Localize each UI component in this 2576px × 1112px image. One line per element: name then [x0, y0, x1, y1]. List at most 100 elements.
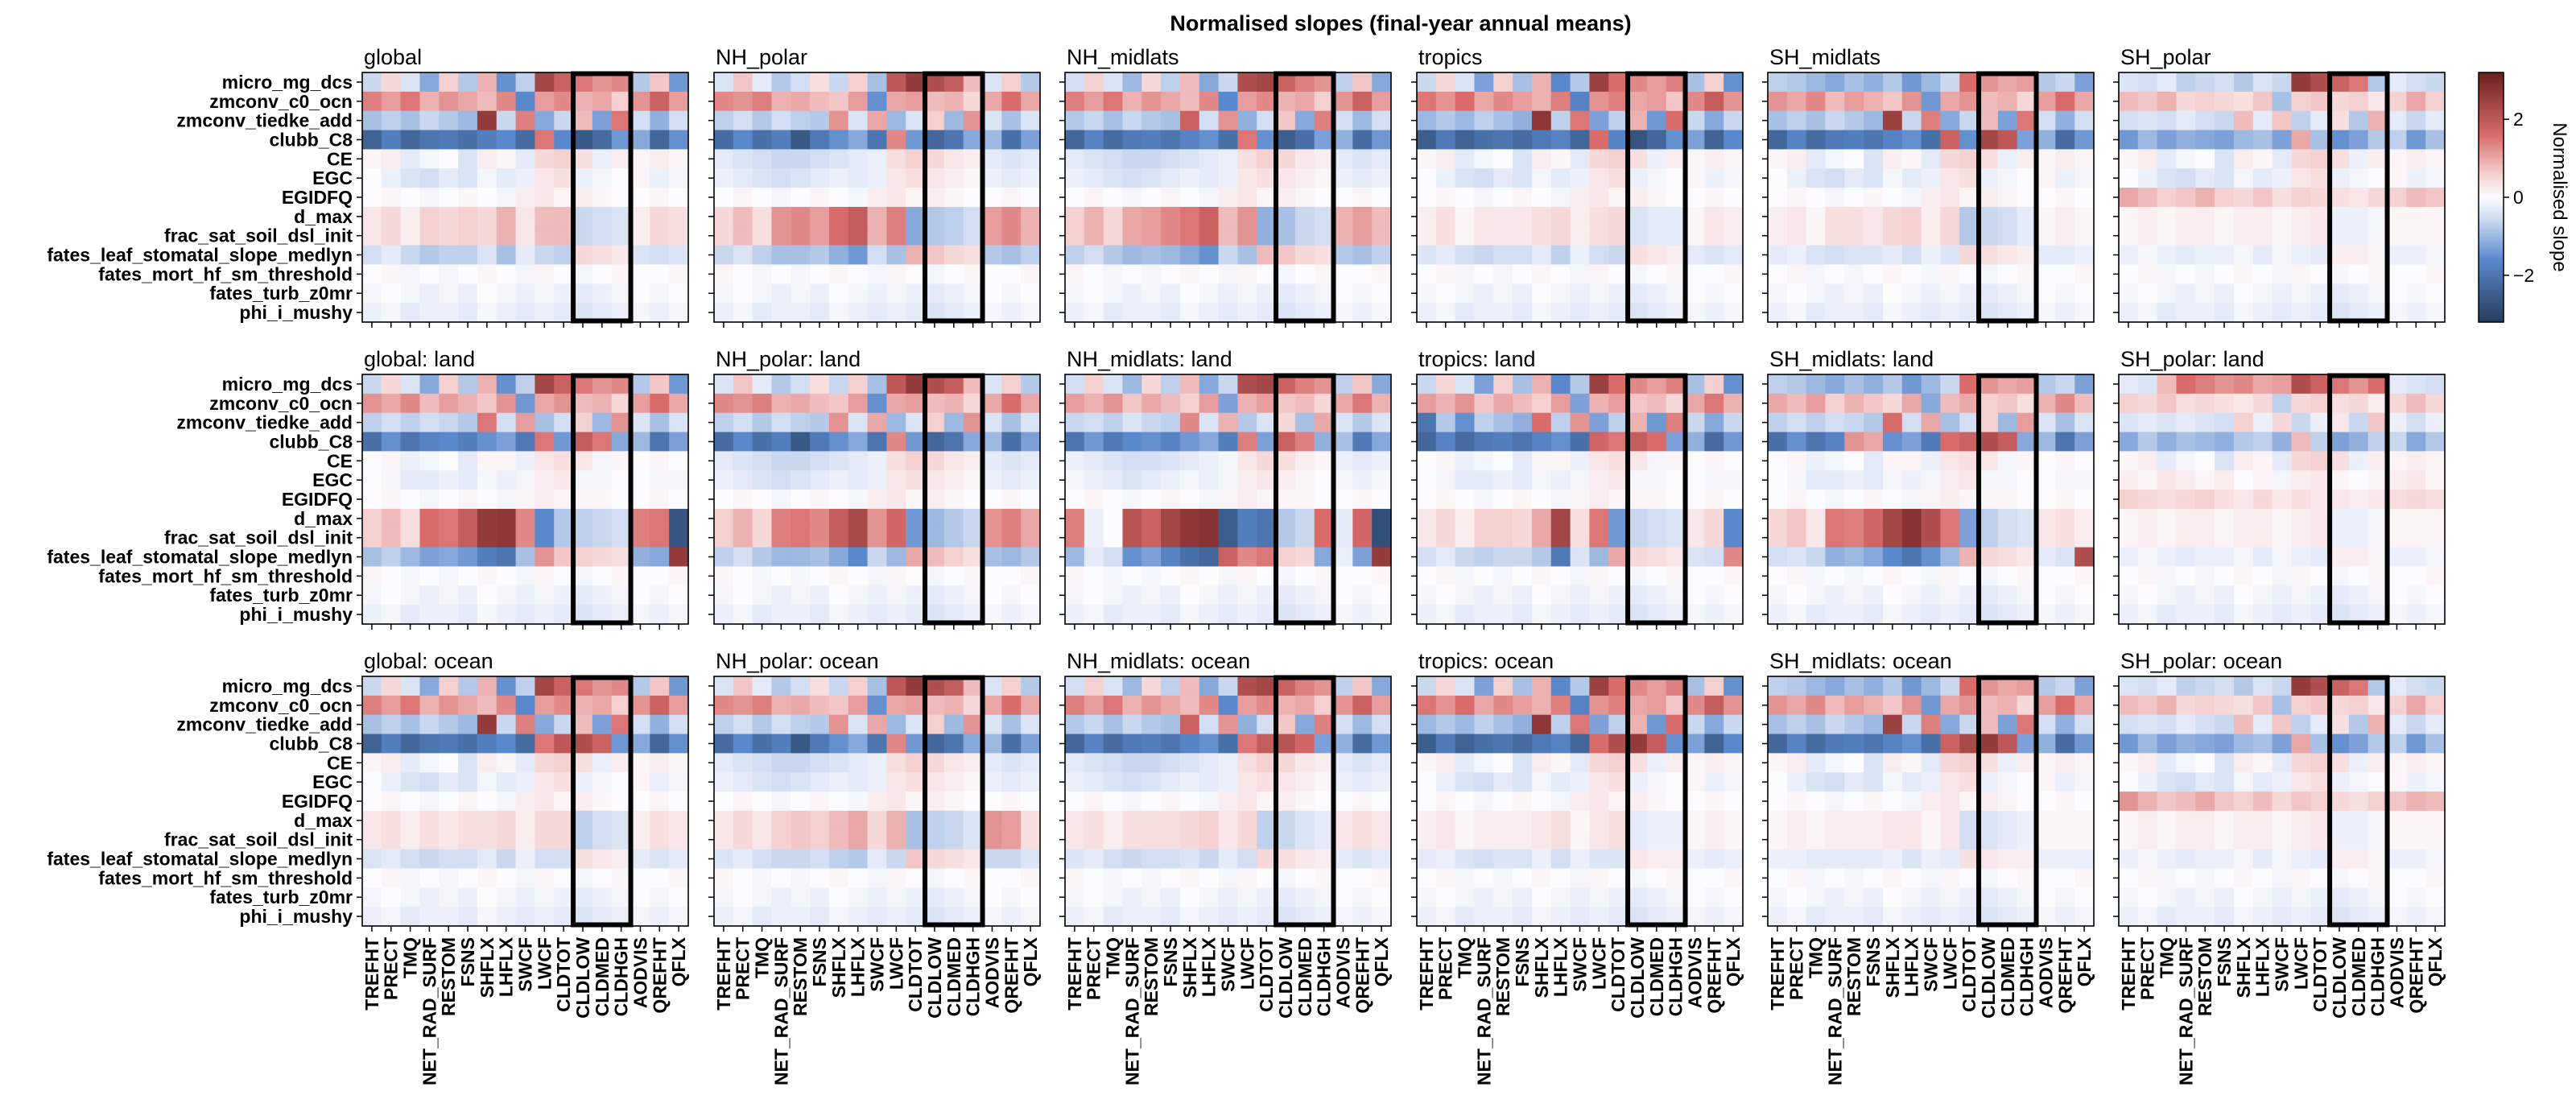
heatmap-cell [2119, 303, 2139, 323]
heatmap-cell [535, 792, 555, 812]
heatmap-cell [1589, 303, 1609, 323]
heatmap-cell [1997, 245, 2018, 266]
heatmap-cell [381, 695, 402, 716]
heatmap-cell [1921, 451, 1942, 471]
heatmap-cell [1786, 432, 1807, 452]
heatmap-cell [1218, 470, 1239, 490]
heatmap-cell [2387, 374, 2407, 395]
heatmap-cell [1141, 753, 1162, 773]
heatmap-cell [381, 470, 402, 490]
heatmap-cell [669, 527, 689, 548]
heatmap-cell [2406, 130, 2426, 150]
heatmap-cell [1997, 714, 2018, 735]
heatmap-cell [1333, 110, 1353, 131]
heatmap-cell [2055, 734, 2075, 754]
heatmap-cell [1314, 527, 1335, 548]
heatmap-cell [1666, 810, 1686, 831]
heatmap-cell [1646, 772, 1667, 792]
panel-title: tropics [1418, 45, 1483, 69]
heatmap-cell [2074, 829, 2095, 850]
heatmap-cell [848, 907, 869, 927]
heatmap-cell [1161, 527, 1181, 548]
heatmap-cell [791, 149, 811, 169]
heatmap-cell [419, 829, 440, 850]
heatmap-cell [2157, 772, 2178, 792]
heatmap-cell [771, 547, 791, 568]
heatmap-cell [1179, 283, 1200, 304]
heatmap-cell [2291, 907, 2311, 927]
heatmap-cell [1372, 508, 1392, 529]
heatmap-cell [1084, 206, 1104, 227]
heatmap-cell [1570, 566, 1591, 586]
heatmap-cell [2055, 849, 2075, 870]
heatmap-cell [2252, 264, 2273, 284]
heatmap-cell [1825, 470, 1845, 490]
column-label: AODVIS [630, 937, 650, 1008]
heatmap-cell [1666, 283, 1686, 304]
heatmap-cell [1704, 283, 1724, 304]
heatmap-cell [1550, 772, 1571, 792]
heatmap-cell [669, 508, 689, 529]
heatmap-cell [1084, 695, 1104, 716]
heatmap-cell [669, 676, 689, 697]
heatmap-cell [2176, 695, 2196, 716]
row-label: zmconv_c0_ocn [209, 91, 353, 112]
heatmap-cell [1161, 810, 1181, 831]
heatmap-cell [2291, 303, 2311, 323]
heatmap-cell [1314, 451, 1335, 471]
heatmap-cell [1294, 792, 1315, 812]
heatmap-cell [1550, 206, 1571, 227]
heatmap-cell [1435, 887, 1456, 907]
heatmap-cell [535, 130, 555, 150]
heatmap-cell [669, 907, 689, 927]
heatmap-cell [2348, 734, 2369, 754]
heatmap-cell [535, 849, 555, 870]
heatmap-cell [2215, 792, 2235, 812]
heatmap-cell [733, 72, 753, 93]
heatmap-cell [1959, 432, 1979, 452]
heatmap-cell [2330, 792, 2350, 812]
heatmap-cell [886, 225, 906, 246]
heatmap-cell [400, 130, 421, 150]
heatmap-cell [1141, 432, 1162, 452]
heatmap-cell [1940, 303, 1960, 323]
heatmap-cell [1179, 393, 1200, 414]
heatmap-cell [1084, 810, 1104, 831]
heatmap-cell [771, 676, 791, 697]
heatmap-cell [1666, 547, 1686, 568]
heatmap-cell [1021, 695, 1041, 716]
highlight-box [1274, 675, 1336, 928]
heatmap-cell [771, 527, 791, 548]
heatmap-cell [1786, 91, 1807, 112]
heatmap-cell [1666, 566, 1686, 586]
column-label: CLDLOW [1978, 937, 1999, 1019]
heatmap-cell [1021, 714, 1041, 735]
heatmap-cell [714, 547, 734, 568]
heatmap-cell [1531, 527, 1552, 548]
heatmap-cell [1237, 91, 1257, 112]
heatmap-cell [458, 829, 478, 850]
heatmap-cell [1531, 393, 1552, 414]
heatmap-cell [752, 283, 773, 304]
heatmap-cell [982, 149, 1002, 169]
heatmap-cell [650, 849, 670, 870]
heatmap-cell [1844, 432, 1864, 452]
heatmap-cell [1218, 810, 1239, 831]
heatmap-cell [477, 772, 497, 792]
heatmap-cell [400, 225, 421, 246]
heatmap-cell [1493, 72, 1513, 93]
heatmap-cell [1199, 527, 1220, 548]
heatmap-cell [1417, 393, 1437, 414]
heatmap-cell [1314, 772, 1335, 792]
heatmap-cell [906, 264, 926, 284]
column-label: TMQ [1806, 937, 1827, 978]
heatmap-cell [2055, 714, 2075, 735]
heatmap-cell [1550, 527, 1571, 548]
heatmap-cell [1513, 374, 1533, 395]
heatmap-cell [2137, 508, 2158, 529]
column-label: QREFHT [1352, 937, 1373, 1014]
heatmap-cell [1084, 432, 1104, 452]
heatmap-cell [925, 527, 945, 548]
heatmap-cell [1455, 168, 1476, 188]
heatmap-cell [1882, 470, 1903, 490]
